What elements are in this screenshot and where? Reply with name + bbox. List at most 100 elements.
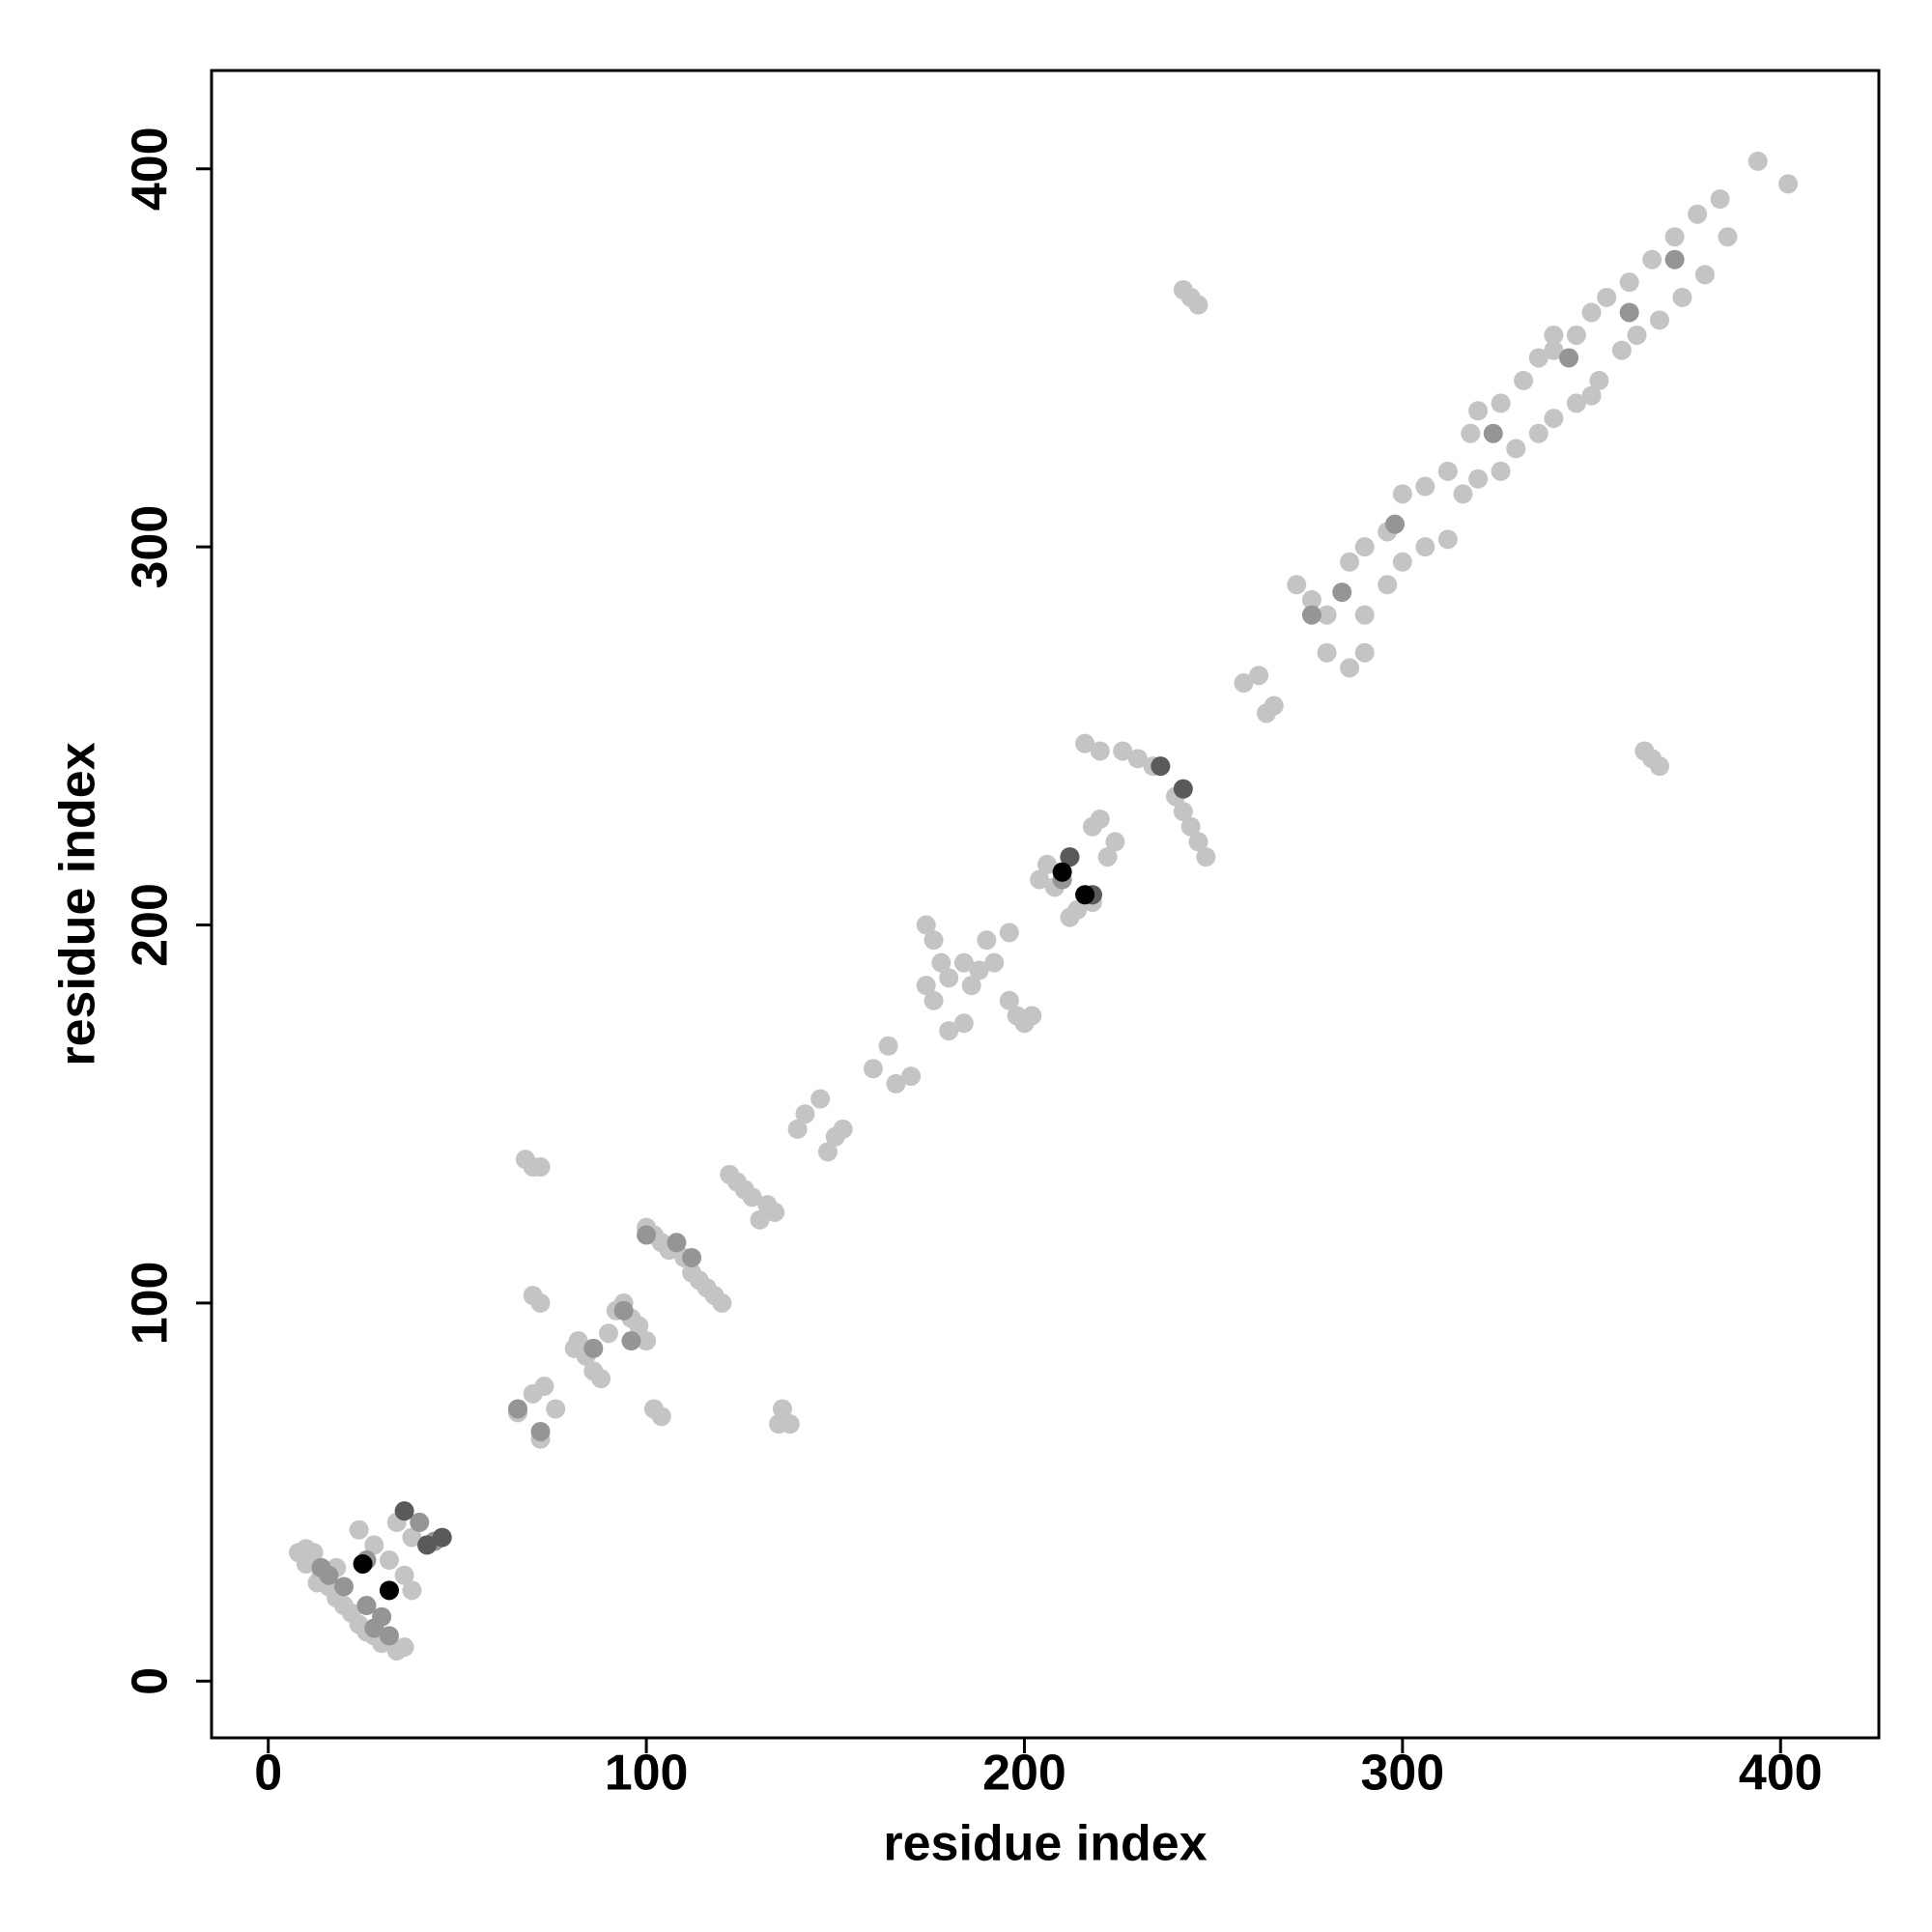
point (1664, 249, 1685, 270)
point (1173, 779, 1193, 799)
point (1672, 287, 1692, 307)
point (530, 1421, 551, 1441)
point (1354, 605, 1375, 625)
y-tick-label: 0 (123, 1667, 179, 1695)
point (953, 952, 974, 973)
point (1037, 854, 1057, 874)
point (1566, 393, 1586, 413)
y-tick-label: 100 (123, 1262, 179, 1346)
point (1332, 582, 1352, 603)
point (1378, 575, 1398, 595)
point (1301, 589, 1321, 610)
point (1249, 666, 1269, 686)
point (787, 1119, 808, 1139)
point (916, 915, 936, 935)
point (953, 1013, 974, 1034)
point (1528, 348, 1548, 368)
point (402, 1580, 422, 1601)
point (1188, 832, 1208, 852)
point (1060, 847, 1080, 867)
point (769, 1414, 789, 1435)
point (591, 1369, 611, 1389)
point (356, 1596, 377, 1616)
point (878, 1036, 898, 1056)
point (629, 1316, 649, 1336)
point (1581, 302, 1602, 323)
point (1483, 423, 1503, 443)
point (1581, 385, 1602, 406)
point (1264, 696, 1284, 716)
point (1747, 151, 1768, 171)
point (1301, 605, 1321, 625)
point (939, 968, 959, 988)
point (583, 1338, 604, 1358)
point (1317, 605, 1337, 625)
point (1461, 423, 1481, 443)
point (364, 1618, 384, 1638)
point (977, 930, 997, 951)
point (432, 1527, 452, 1548)
point (598, 1323, 618, 1344)
point (923, 990, 944, 1010)
point (1559, 348, 1579, 368)
point (530, 1157, 551, 1178)
point (1468, 469, 1489, 489)
point (1468, 401, 1489, 421)
point (1340, 658, 1360, 678)
point (765, 1202, 785, 1222)
point (750, 1209, 770, 1230)
point (999, 990, 1019, 1010)
point (1067, 899, 1088, 920)
point (1649, 310, 1669, 330)
point (1340, 552, 1360, 572)
point (810, 1089, 831, 1109)
y-tick-label: 200 (123, 883, 179, 967)
point (1619, 302, 1639, 323)
x-tick-label: 300 (1360, 1746, 1444, 1802)
point (795, 1104, 815, 1124)
point (410, 1512, 430, 1532)
point (1619, 272, 1639, 293)
point (1528, 423, 1548, 443)
point (742, 1187, 762, 1208)
x-tick-label: 400 (1739, 1746, 1823, 1802)
point (534, 1377, 554, 1397)
point (1566, 325, 1586, 345)
point (637, 1225, 657, 1245)
point (1437, 461, 1458, 481)
point (1030, 869, 1050, 890)
point (364, 1535, 384, 1555)
point (1544, 409, 1564, 429)
point (353, 1553, 373, 1574)
point (417, 1535, 438, 1555)
point (886, 1073, 906, 1094)
point (651, 1406, 671, 1427)
point (1453, 484, 1473, 504)
point (1649, 756, 1669, 777)
point (296, 1539, 316, 1559)
point (508, 1399, 528, 1419)
point (1778, 174, 1799, 194)
point (1354, 537, 1375, 557)
point (1491, 393, 1511, 413)
point (1611, 340, 1632, 360)
point (1317, 642, 1337, 663)
point (1544, 340, 1564, 360)
y-tick-label: 300 (123, 505, 179, 589)
point (1688, 204, 1708, 224)
point (1385, 514, 1406, 534)
point (1627, 325, 1647, 345)
point (1544, 325, 1564, 345)
point (379, 1580, 399, 1601)
point (333, 1577, 354, 1597)
point (1664, 227, 1685, 247)
point (1354, 642, 1375, 663)
point (621, 1331, 641, 1351)
point (1180, 816, 1201, 837)
point (379, 1550, 399, 1571)
point (1234, 673, 1254, 694)
x-tick-label: 0 (254, 1746, 282, 1802)
point (1151, 756, 1171, 777)
point (1415, 537, 1435, 557)
